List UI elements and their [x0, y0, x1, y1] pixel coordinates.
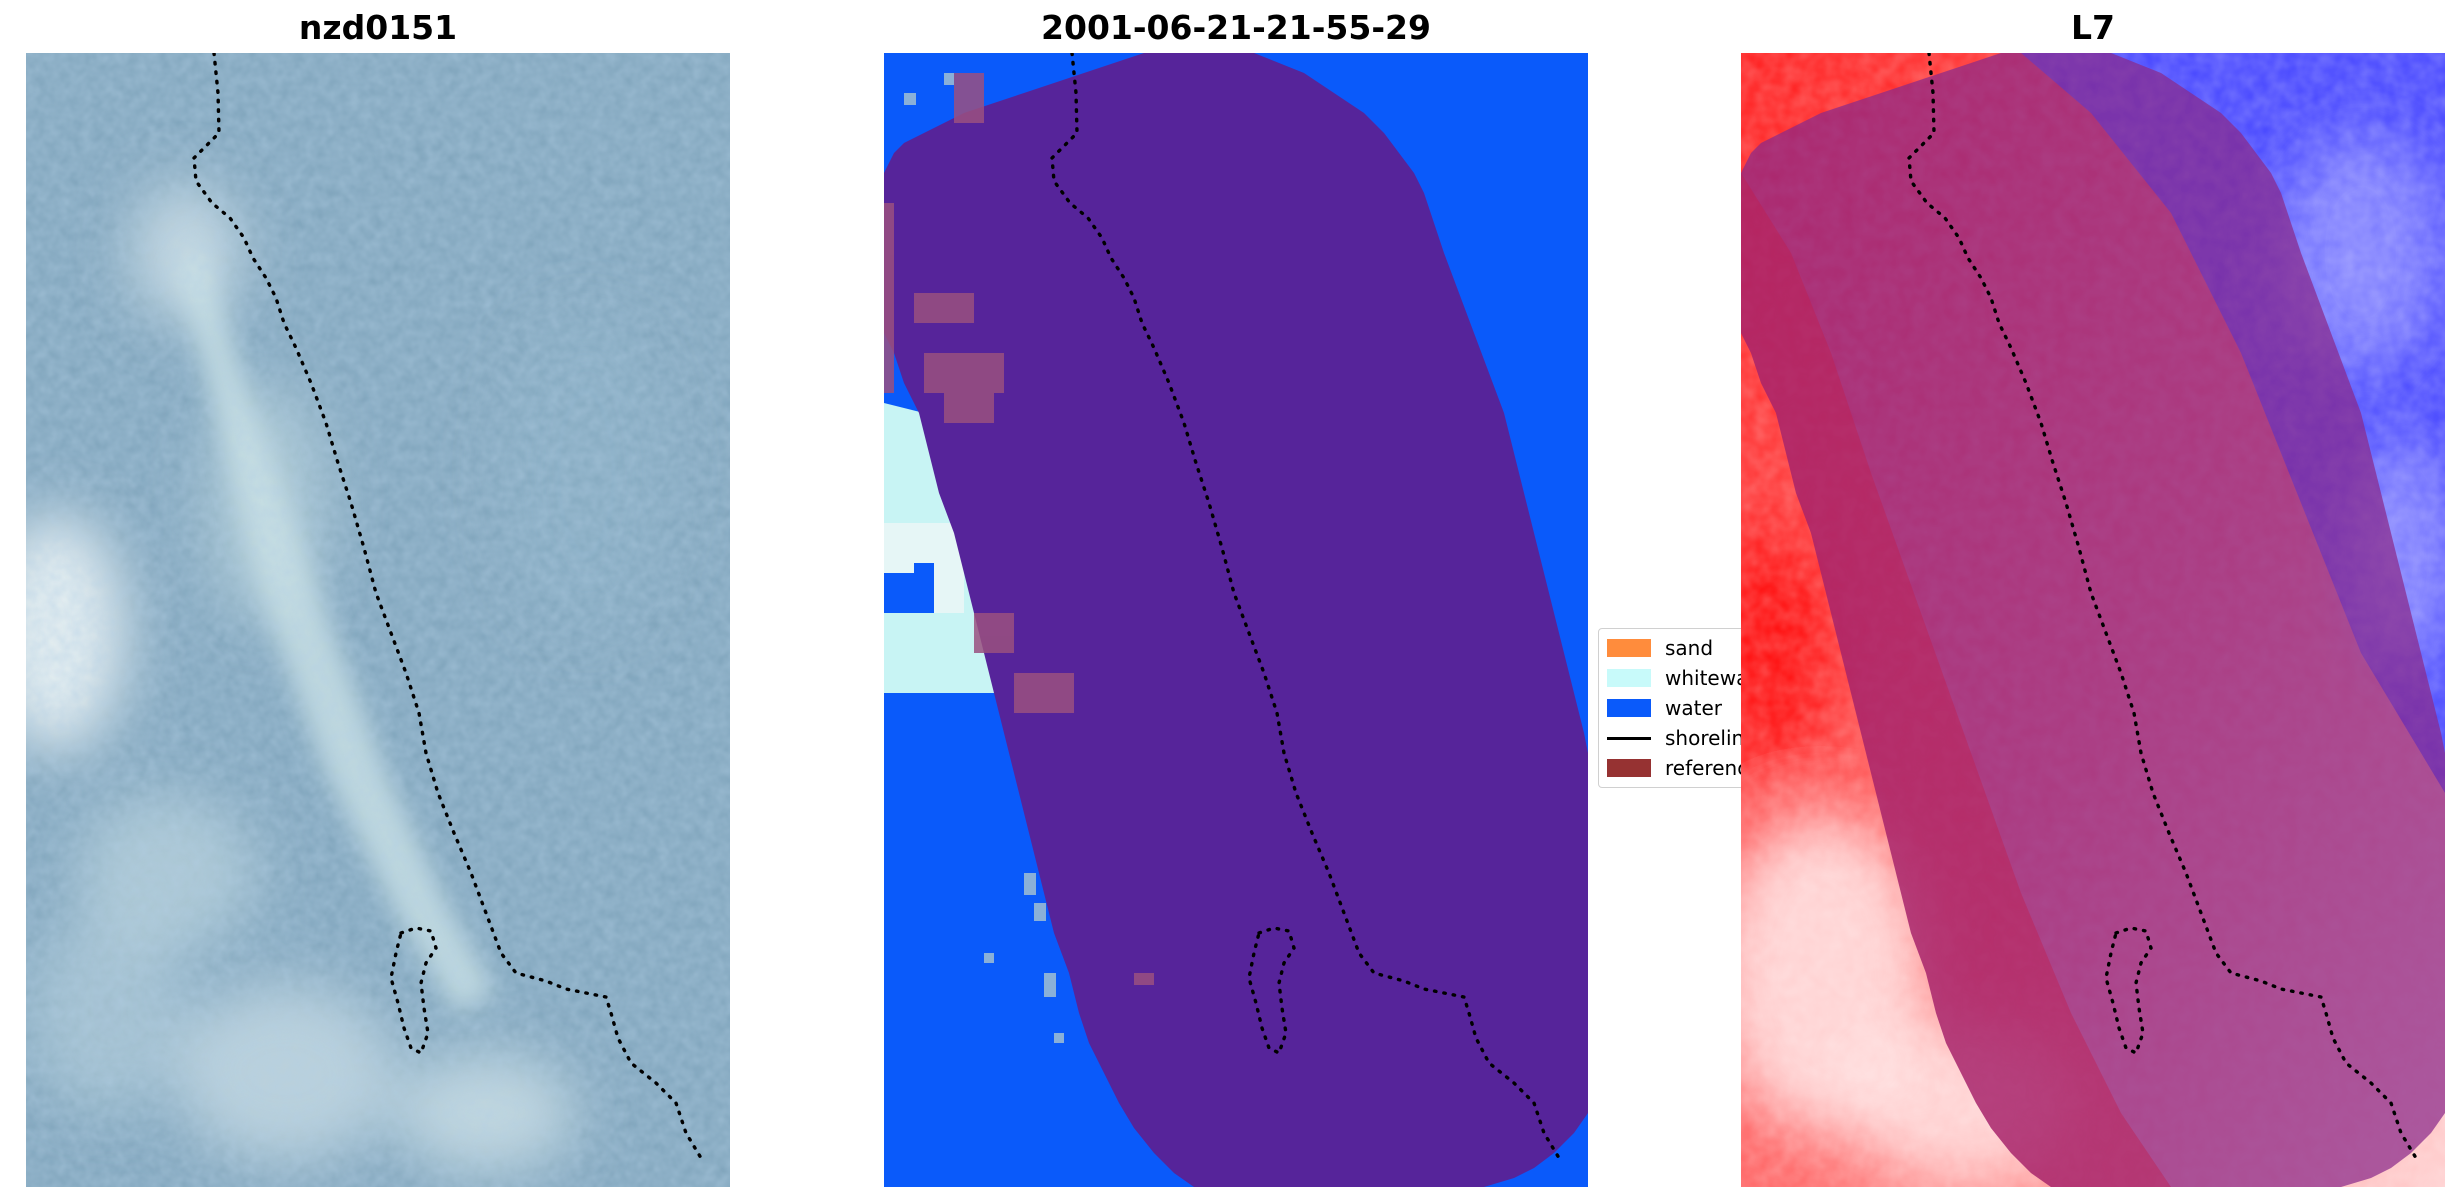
shoreline [1907, 53, 2421, 1165]
legend-swatch-whitewater [1607, 669, 1651, 687]
legend-swatch-reference [1607, 759, 1651, 777]
shoreline [1050, 53, 1564, 1165]
legend-item-reference: reference [1607, 755, 1749, 781]
legend-label: sand [1665, 636, 1714, 660]
legend-item-water: water [1607, 695, 1722, 721]
reference-sand-patches [884, 73, 1154, 985]
index-image [1741, 53, 2445, 1187]
legend: sand whitewater water shoreline referenc… [1598, 628, 1750, 788]
legend-swatch-water [1607, 699, 1651, 717]
legend-line-shoreline [1607, 736, 1651, 740]
reference-lagoon-outline [1247, 926, 1296, 1056]
index-panel [1741, 53, 2445, 1187]
legend-item-sand: sand [1607, 635, 1713, 661]
classification-image [884, 53, 1588, 1187]
panel-title-index: L7 [2071, 8, 2115, 47]
legend-item-whitewater: whitewater [1607, 665, 1749, 691]
panel-title-classification: 2001-06-21-21-55-29 [1041, 8, 1431, 47]
legend-item-shoreline: shoreline [1607, 725, 1750, 751]
rgb-image-panel [26, 53, 730, 1187]
legend-label: whitewater [1665, 666, 1749, 690]
legend-label: water [1665, 696, 1722, 720]
rgb-image [26, 53, 730, 1187]
reference-lagoon-outline [2104, 926, 2153, 1056]
reference-buffer [1741, 53, 2445, 1187]
shoreline [192, 53, 706, 1165]
reference-buffer [884, 53, 1588, 1187]
panel-title-rgb: nzd0151 [298, 8, 458, 47]
legend-label: shoreline [1665, 726, 1750, 750]
classification-panel [884, 53, 1588, 1187]
legend-label: reference [1665, 756, 1749, 780]
legend-swatch-sand [1607, 639, 1651, 657]
whitewater-speckles [904, 73, 1064, 1043]
reference-lagoon-outline [389, 926, 438, 1056]
